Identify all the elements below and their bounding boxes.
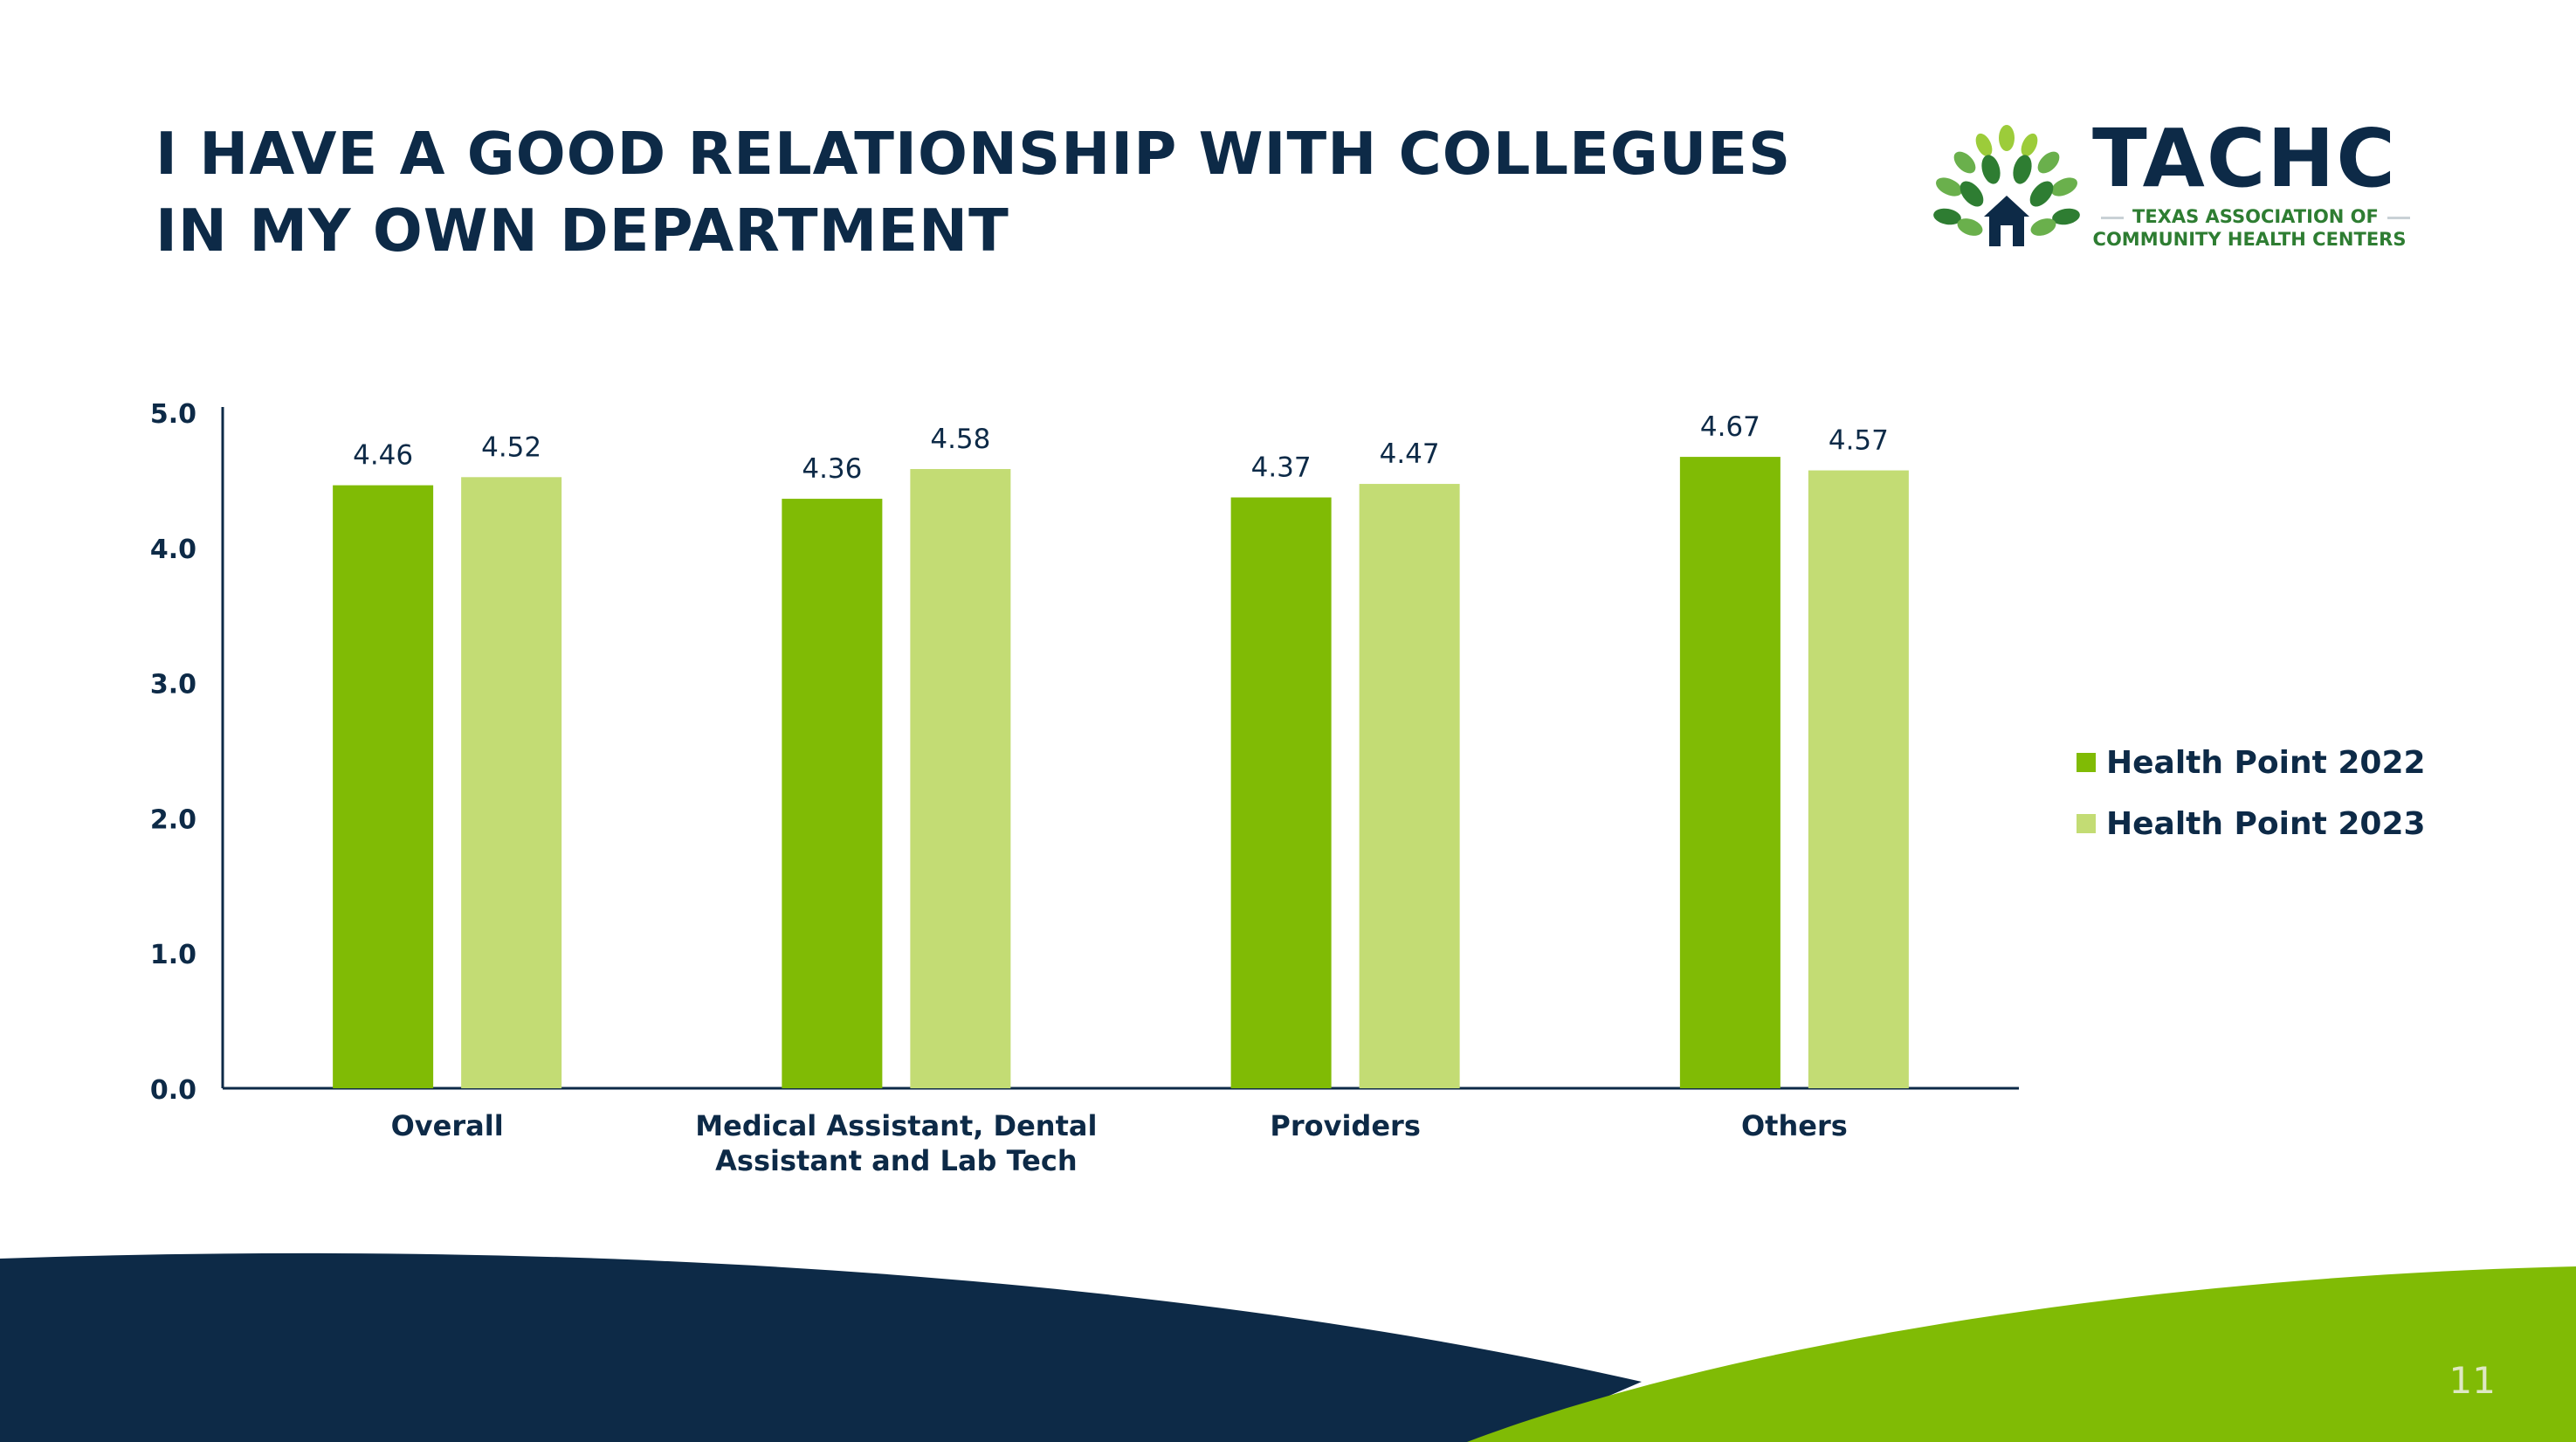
bar-2022: [1679, 457, 1780, 1088]
bar-2023: [1359, 484, 1460, 1088]
legend-label-2022: Health Point 2022: [2106, 744, 2426, 781]
bar-2022: [782, 499, 883, 1088]
legend-swatch-2022: [2077, 753, 2096, 772]
y-tick-label: 0.0: [150, 1075, 196, 1106]
x-tick-label: Medical Assistant, Dental: [695, 1109, 1097, 1142]
x-tick-label: Assistant and Lab Tech: [715, 1144, 1077, 1177]
logo-wordmark: TACHC: [2092, 112, 2397, 205]
legend-item-2023: Health Point 2023: [2077, 793, 2426, 854]
data-label: 4.47: [1380, 438, 1440, 470]
page-title: I HAVE A GOOD RELATIONSHIP WITH COLLEGUE…: [155, 115, 1902, 269]
data-label: 4.36: [802, 453, 862, 485]
y-tick-label: 3.0: [150, 670, 196, 700]
data-label: 4.58: [930, 424, 990, 455]
bar-2023: [910, 469, 1011, 1088]
page-number: 11: [2449, 1359, 2496, 1402]
data-label: 4.46: [353, 440, 413, 472]
tachc-logo: TACHC TEXAS ASSOCIATION OF COMMUNITY HEA…: [1921, 112, 2410, 259]
bar-2022: [333, 485, 434, 1088]
data-label: 4.37: [1251, 452, 1312, 484]
data-label: 4.67: [1700, 411, 1760, 443]
x-tick-label: Overall: [391, 1109, 504, 1142]
y-tick-label: 4.0: [150, 535, 196, 565]
y-tick-label: 1.0: [150, 940, 196, 970]
footer-green-wave: [1467, 1266, 2576, 1442]
legend-label-2023: Health Point 2023: [2106, 805, 2426, 842]
bar-chart: 0.0 1.0 2.0 3.0 4.0 5.0 4.46 4.52 Overall 4.36 4.5…: [150, 399, 2019, 1177]
data-label: 4.57: [1829, 425, 1889, 457]
x-tick-label: Providers: [1270, 1109, 1420, 1142]
bar-2022: [1230, 497, 1332, 1088]
bar-2023: [461, 477, 562, 1088]
title-line-1: I HAVE A GOOD RELATIONSHIP WITH COLLEGUE…: [155, 120, 1792, 188]
y-tick-label: 2.0: [150, 804, 196, 835]
logo-subtitle-line-1: TEXAS ASSOCIATION OF: [2092, 206, 2407, 227]
x-tick-label: Others: [1741, 1109, 1848, 1142]
data-label: 4.52: [481, 431, 541, 463]
title-line-2: IN MY OWN DEPARTMENT: [155, 197, 1009, 265]
legend-item-2022: Health Point 2022: [2077, 732, 2426, 793]
legend-swatch-2023: [2077, 814, 2096, 833]
chart-legend: Health Point 2022 Health Point 2023: [2077, 732, 2426, 854]
bar-2023: [1808, 470, 1909, 1088]
tree-house-icon: [1933, 125, 2080, 246]
footer-navy-wave: [0, 1252, 1642, 1442]
y-tick-label: 5.0: [150, 399, 196, 430]
logo-subtitle-line-2: COMMUNITY HEALTH CENTERS: [2092, 229, 2407, 250]
